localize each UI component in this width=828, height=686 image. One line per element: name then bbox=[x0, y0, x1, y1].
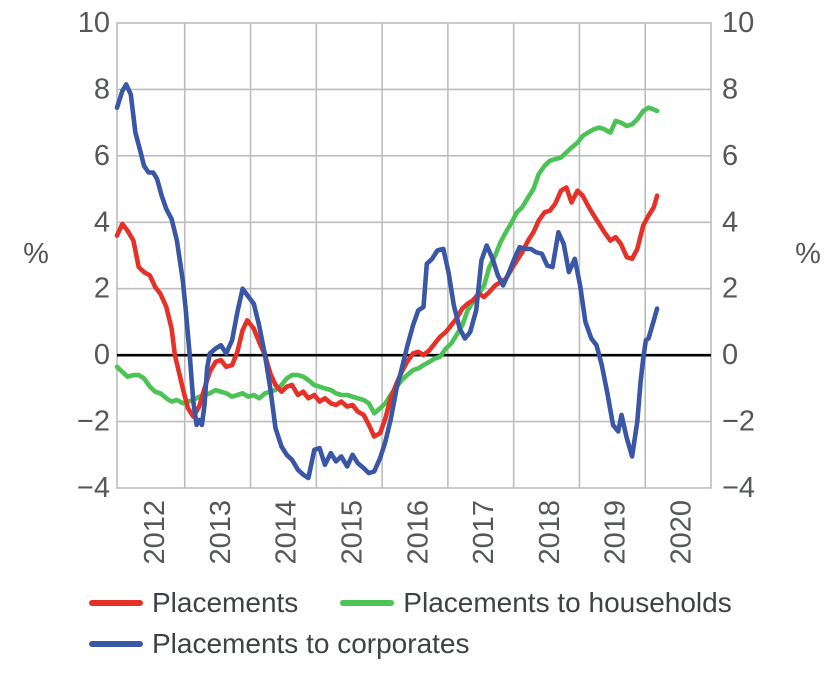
y-tick-left-4: 4 bbox=[94, 206, 110, 238]
y-axis-unit-left: % bbox=[23, 238, 49, 270]
y-axis-labels-left: 10 8 6 4 2 0 −2 −4 bbox=[77, 7, 110, 504]
y-axis-unit-right: % bbox=[795, 238, 821, 270]
y-axis-labels-right: 10 8 6 4 2 0 −2 −4 bbox=[722, 7, 755, 504]
x-tick-2013: 2013 bbox=[205, 500, 237, 565]
y-tick-right-4: 4 bbox=[722, 206, 738, 238]
x-tick-2020: 2020 bbox=[665, 500, 697, 565]
y-tick-left--2: −2 bbox=[77, 406, 110, 438]
legend-item-placements: Placements bbox=[89, 587, 298, 619]
gridlines bbox=[117, 23, 711, 488]
legend-label-placements-to-corporates: Placements to corporates bbox=[152, 628, 470, 659]
plot-frame bbox=[116, 22, 712, 489]
y-tick-left-10: 10 bbox=[78, 7, 110, 39]
y-tick-right-0: 0 bbox=[722, 339, 738, 371]
legend: Placements Placements to households Plac… bbox=[89, 584, 732, 666]
legend-item-placements-to-households: Placements to households bbox=[340, 587, 732, 619]
y-tick-right-10: 10 bbox=[722, 7, 754, 39]
x-axis-labels: 2012 2013 2014 2015 2016 2017 2018 2019 2020 bbox=[139, 500, 697, 565]
legend-swatch-placements bbox=[89, 600, 143, 606]
legend-row-2: Placements to corporates bbox=[89, 625, 732, 663]
placements-to-corporates-line bbox=[114, 82, 660, 481]
x-tick-2018: 2018 bbox=[534, 500, 566, 565]
x-tick-2017: 2017 bbox=[468, 500, 500, 565]
legend-item-placements-to-corporates: Placements to corporates bbox=[89, 628, 470, 660]
y-tick-left-6: 6 bbox=[94, 140, 110, 172]
y-tick-left-0: 0 bbox=[94, 339, 110, 371]
y-tick-right-2: 2 bbox=[722, 273, 738, 305]
y-tick-left-2: 2 bbox=[94, 273, 110, 305]
legend-swatch-placements-to-corporates bbox=[89, 641, 143, 647]
y-tick-right--2: −2 bbox=[722, 406, 755, 438]
x-tick-2012: 2012 bbox=[139, 500, 171, 565]
legend-label-placements-to-households: Placements to households bbox=[403, 587, 732, 618]
legend-row-1: Placements Placements to households bbox=[89, 584, 732, 622]
x-tick-2019: 2019 bbox=[600, 500, 632, 565]
legend-label-placements: Placements bbox=[152, 587, 299, 618]
y-tick-right-6: 6 bbox=[722, 140, 738, 172]
y-tick-left--4: −4 bbox=[77, 472, 110, 504]
y-tick-right--4: −4 bbox=[722, 472, 755, 504]
y-tick-left-8: 8 bbox=[94, 73, 110, 105]
x-tick-2015: 2015 bbox=[336, 500, 368, 565]
legend-swatch-placements-to-households bbox=[340, 600, 395, 606]
y-tick-right-8: 8 bbox=[722, 73, 738, 105]
x-tick-2014: 2014 bbox=[271, 500, 303, 565]
x-tick-2016: 2016 bbox=[402, 500, 434, 565]
